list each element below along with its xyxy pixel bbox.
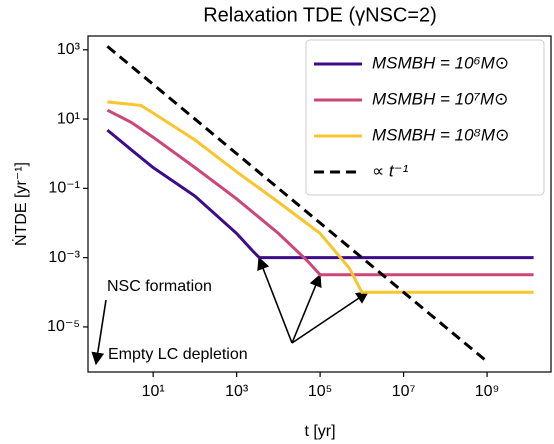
annotation: Empty LC depletion <box>108 346 248 363</box>
x-tick-label: 10⁷ <box>392 383 416 400</box>
series-line <box>107 100 534 294</box>
legend-label: MSMBH = 10⁸M⊙ <box>372 125 509 144</box>
y-axis-label: ṄTDE [yr⁻¹] <box>11 162 30 246</box>
series-line <box>106 108 534 277</box>
annotation-arrows <box>91 256 370 366</box>
x-tick-label: 10⁹ <box>475 383 500 400</box>
series-line <box>106 128 534 260</box>
legend-label: ∝ t⁻¹ <box>372 161 409 180</box>
annotation: NSC formation <box>107 278 212 295</box>
plot-frame <box>87 35 552 373</box>
legend-label: MSMBH = 10⁶M⊙ <box>372 53 509 72</box>
x-tick-label: 10⁵ <box>308 383 332 400</box>
series-line <box>106 45 489 363</box>
y-tick-label: 10⁻⁵ <box>47 318 80 335</box>
x-tick-label: 10¹ <box>142 383 165 400</box>
y-tick-label: 10⁻¹ <box>48 180 80 197</box>
x-axis-label: t [yr] <box>304 423 335 440</box>
y-tick-label: 10³ <box>57 41 81 58</box>
legend-box <box>305 39 545 196</box>
y-tick-label: 10¹ <box>57 110 80 127</box>
x-tick-label: 10³ <box>225 383 249 400</box>
legend-label: MSMBH = 10⁷M⊙ <box>372 89 508 108</box>
y-tick-label: 10⁻³ <box>48 249 80 266</box>
chart-title: Relaxation TDE (γNSC=2) <box>203 4 437 26</box>
